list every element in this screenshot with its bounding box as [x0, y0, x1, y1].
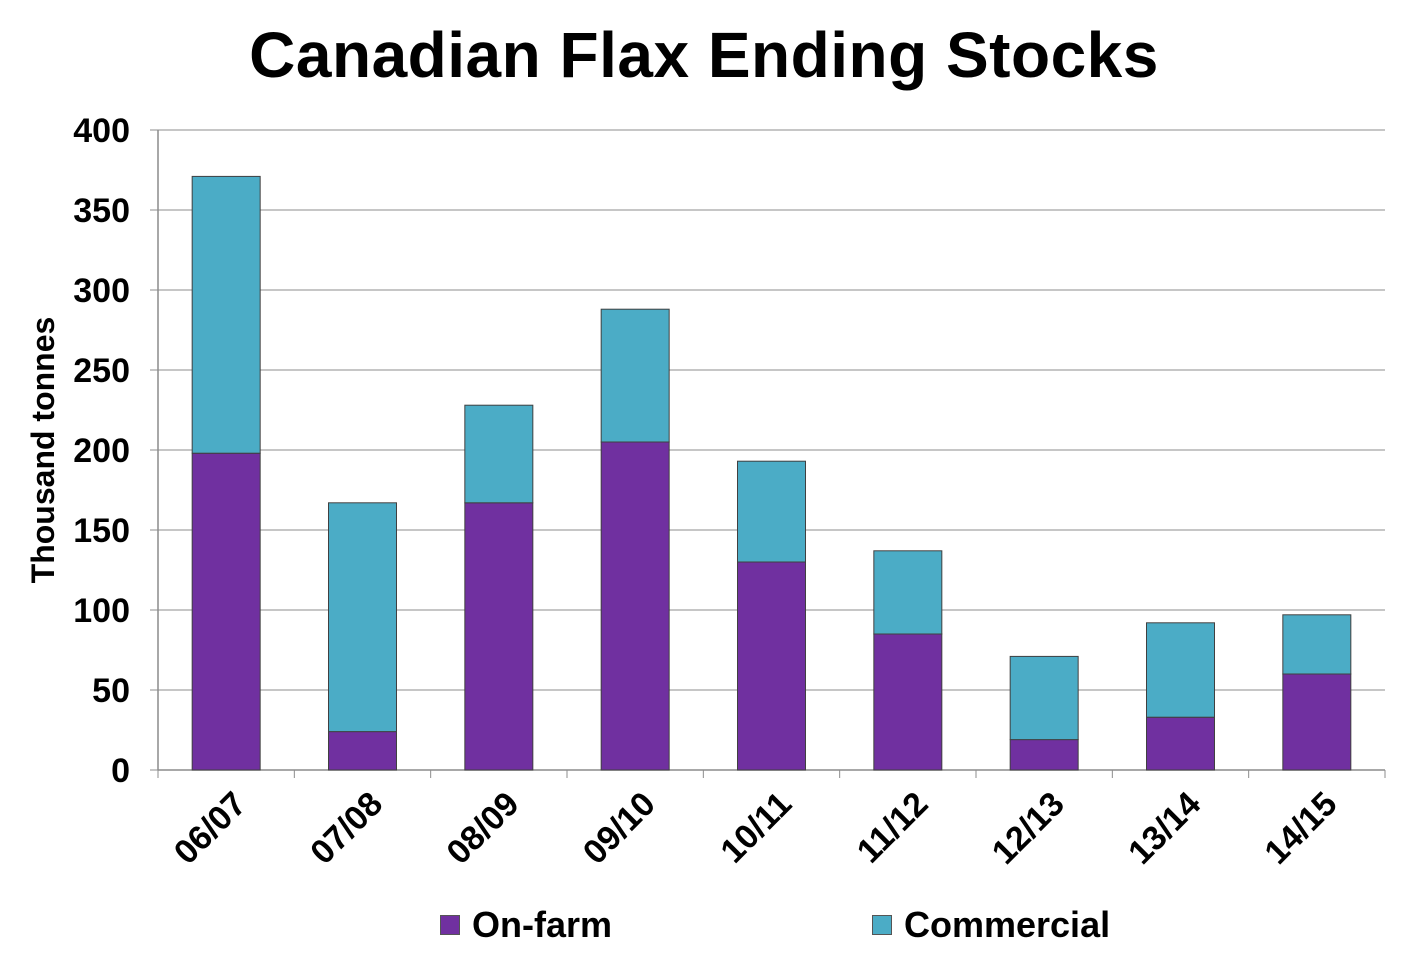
- bar-commercial-13-14: [1146, 622, 1215, 718]
- x-tick-label: 08/09: [439, 785, 526, 872]
- legend-label-commercial: Commercial: [904, 904, 1111, 945]
- bar-commercial-12-13: [1009, 655, 1079, 741]
- legend-item-on-farm: On-farm: [440, 904, 612, 946]
- bar-on-farm-11-12: [873, 633, 943, 771]
- bar-commercial-08-09: [464, 404, 534, 504]
- x-tick-label: 12/13: [985, 785, 1072, 872]
- x-tick-label: 10/11: [713, 785, 799, 871]
- legend: On-farm Commercial: [0, 904, 1408, 952]
- bar-on-farm-06-07: [191, 452, 261, 771]
- x-tick-label: 14/15: [1257, 785, 1344, 872]
- x-tick-label: 11/12: [850, 785, 936, 871]
- legend-swatch-on-farm: [440, 915, 460, 935]
- y-tick-label: 50: [92, 672, 130, 710]
- bar-on-farm-10-11: [737, 561, 806, 771]
- bar-on-farm-09-10: [600, 441, 670, 771]
- y-axis-label: Thousand tonnes: [25, 317, 61, 584]
- legend-item-commercial: Commercial: [872, 904, 1110, 946]
- y-tick-label: 100: [73, 592, 130, 630]
- bar-commercial-09-10: [600, 308, 670, 443]
- x-tick-label: 09/10: [576, 785, 663, 872]
- bar-commercial-06-07: [191, 175, 261, 454]
- y-tick-label: 250: [73, 352, 130, 390]
- bar-commercial-11-12: [873, 550, 943, 635]
- y-tick-label: 400: [73, 112, 130, 150]
- y-tick-label: 300: [73, 272, 130, 310]
- legend-label-on-farm: On-farm: [472, 904, 613, 945]
- bar-on-farm-13-14: [1146, 716, 1215, 771]
- bar-on-farm-14-15: [1282, 673, 1352, 771]
- bar-commercial-14-15: [1282, 614, 1352, 675]
- bar-on-farm-08-09: [464, 502, 534, 771]
- legend-swatch-commercial: [872, 915, 892, 935]
- bar-on-farm-12-13: [1009, 739, 1079, 771]
- bar-commercial-07-08: [328, 502, 397, 733]
- bar-commercial-10-11: [737, 460, 806, 563]
- y-tick-label: 350: [73, 192, 130, 230]
- bar-on-farm-07-08: [328, 731, 397, 771]
- y-tick-label: 150: [73, 512, 130, 550]
- y-tick-label: 0: [111, 752, 130, 790]
- x-tick-label: 06/07: [167, 785, 254, 872]
- x-tick-label: 13/14: [1121, 785, 1208, 872]
- y-tick-label: 200: [73, 432, 130, 470]
- chart-title: Canadian Flax Ending Stocks: [249, 19, 1159, 91]
- x-tick-label: 07/08: [303, 785, 390, 872]
